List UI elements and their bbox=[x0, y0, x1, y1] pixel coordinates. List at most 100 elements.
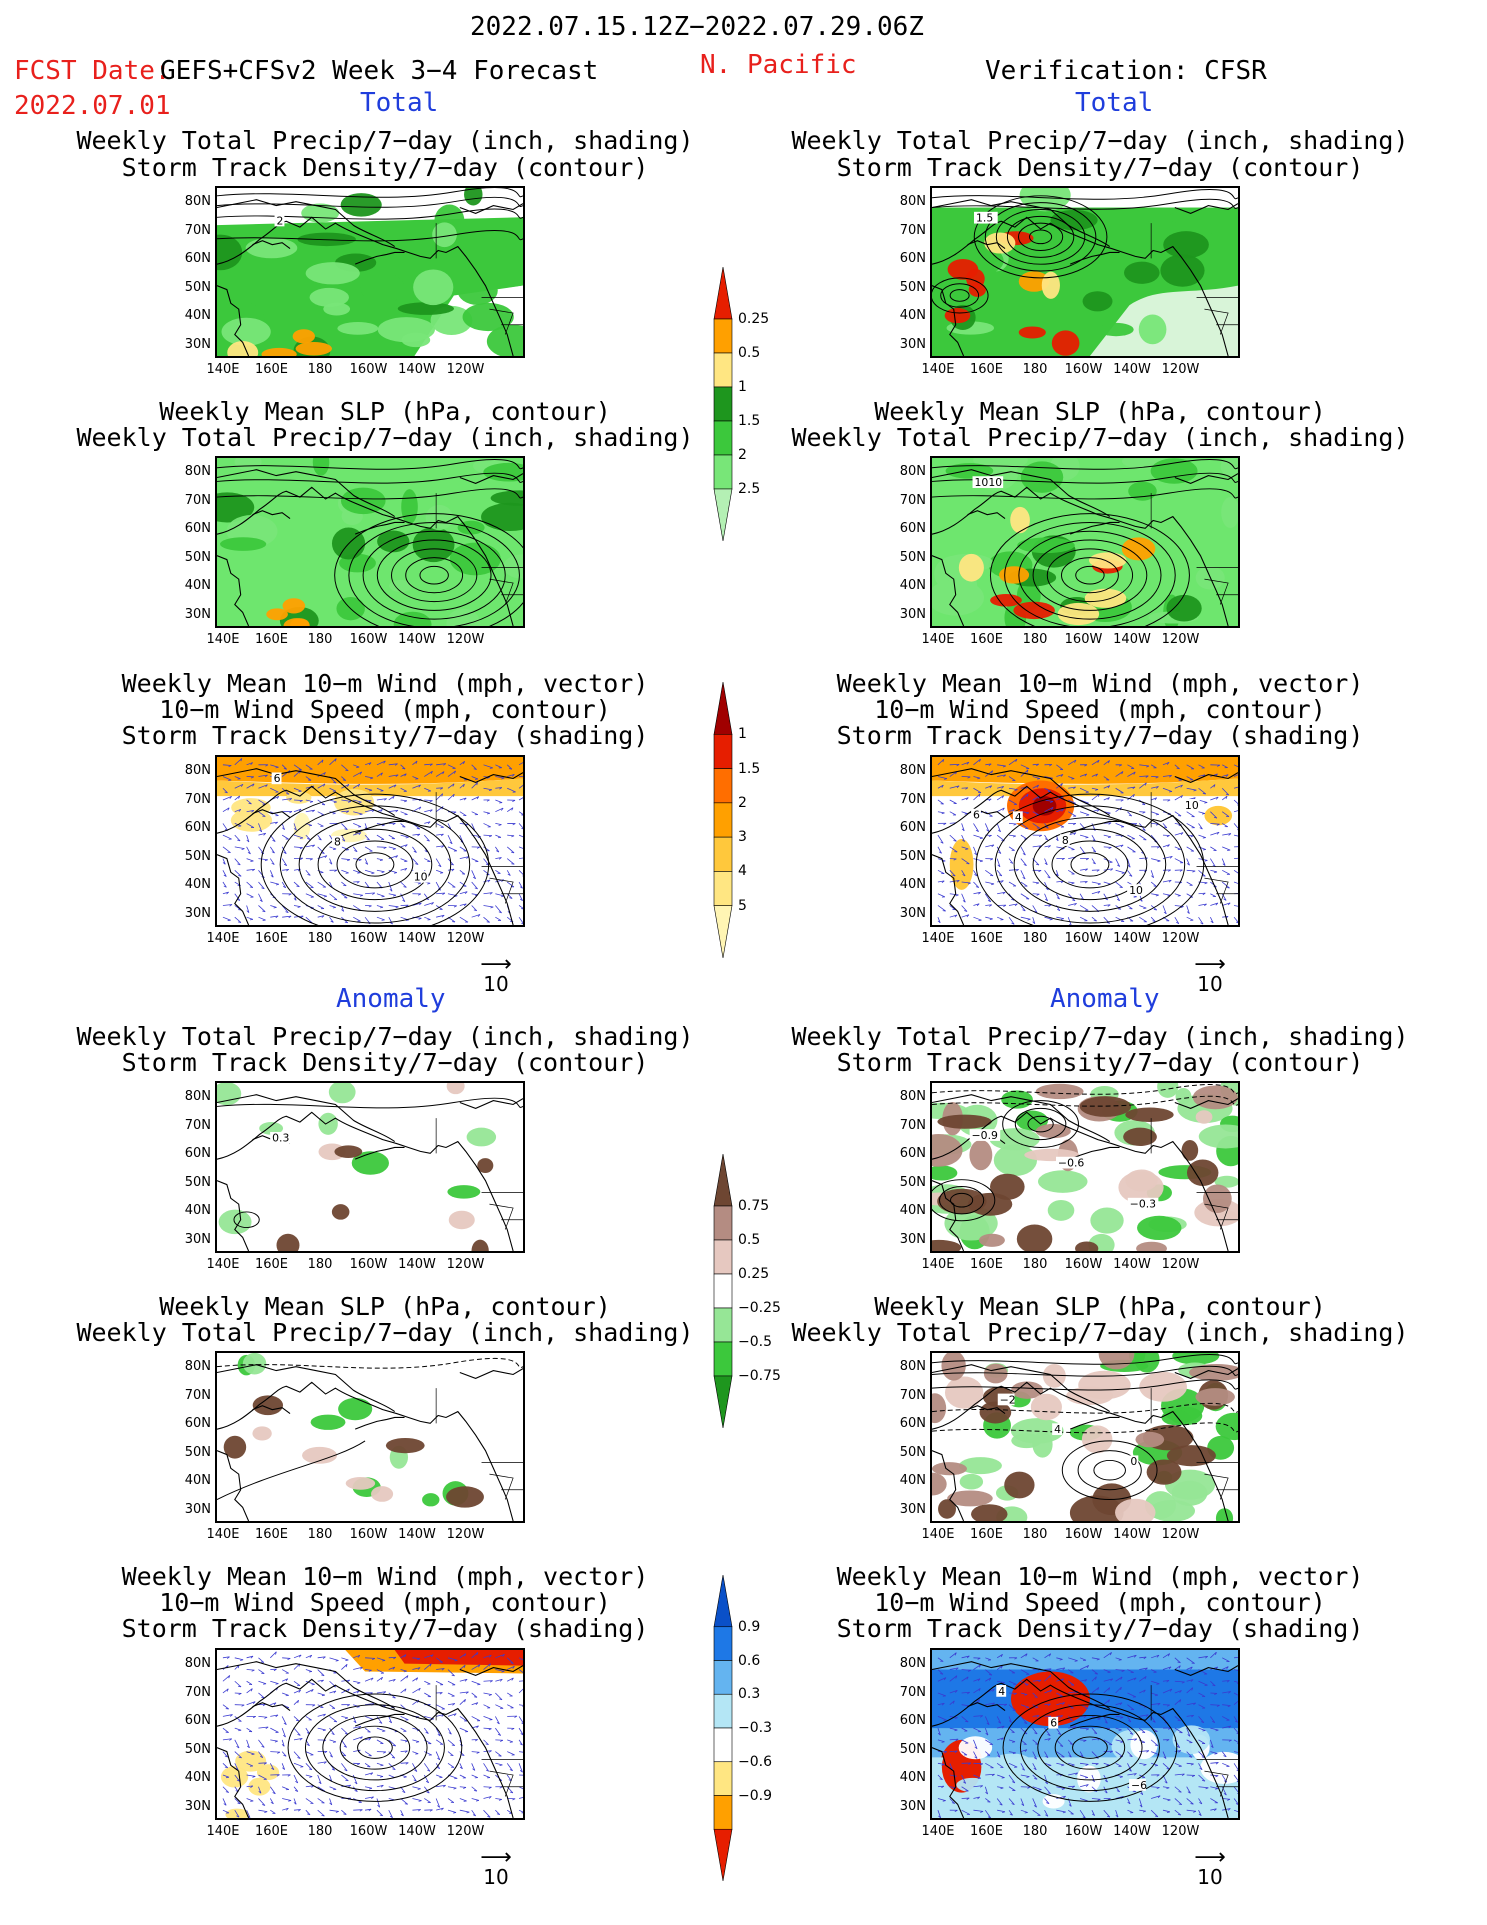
lon-tick-label: 160W bbox=[1064, 1257, 1103, 1272]
map-panel: 2 bbox=[215, 186, 525, 358]
lat-tick-label: 80N bbox=[899, 464, 926, 479]
panel-title: Storm Track Density/7−day (contour) bbox=[836, 1048, 1364, 1077]
lon-tick-label: 160E bbox=[254, 1824, 289, 1839]
vector-reference: ⟶ 10 bbox=[480, 952, 512, 997]
svg-text:−0.9: −0.9 bbox=[972, 1129, 998, 1142]
lon-tick-label: 120W bbox=[1161, 1257, 1200, 1272]
lon-tick-label: 160W bbox=[349, 1824, 388, 1839]
lat-tick-label: 70N bbox=[184, 791, 211, 807]
lon-tick-label: 120W bbox=[446, 362, 485, 377]
vector-reference: ⟶ 10 bbox=[1194, 1845, 1226, 1890]
panel-title: Storm Track Density/7−day (contour) bbox=[121, 153, 649, 182]
map-panel: 1.5 bbox=[930, 186, 1240, 358]
panel-title: Weekly Total Precip/7−day (inch, shading… bbox=[76, 1022, 694, 1051]
panel-title: Storm Track Density/7−day (shading) bbox=[836, 1614, 1364, 1643]
lat-tick-label: 40N bbox=[899, 308, 926, 323]
lon-tick-label: 140W bbox=[1113, 1257, 1151, 1272]
lon-tick-label: 120W bbox=[446, 931, 485, 946]
lat-tick-label: 70N bbox=[899, 1387, 926, 1403]
panel-title: Storm Track Density/7−day (contour) bbox=[836, 153, 1364, 182]
colorbar-label: 0.75 bbox=[738, 1198, 770, 1214]
lat-tick-label: 50N bbox=[184, 1444, 211, 1460]
lon-tick-label: 140W bbox=[1113, 362, 1151, 377]
lon-tick-label: 180 bbox=[307, 1257, 333, 1272]
lon-tick-label: 140W bbox=[398, 362, 436, 377]
colorbar-label: −0.75 bbox=[738, 1368, 781, 1384]
panel-title: Storm Track Density/7−day (contour) bbox=[121, 1048, 649, 1077]
colorbar-label: 1.5 bbox=[738, 413, 761, 429]
colorbar-label: 2.5 bbox=[738, 481, 761, 497]
lon-tick-label: 140W bbox=[398, 1257, 436, 1272]
lat-tick-label: 70N bbox=[899, 222, 926, 238]
lon-tick-label: 160E bbox=[969, 1527, 1004, 1542]
lat-tick-label: 30N bbox=[184, 905, 211, 921]
lon-tick-label: 180 bbox=[1022, 632, 1048, 647]
svg-text:−6: −6 bbox=[1131, 1779, 1147, 1792]
panel-title: Storm Track Density/7−day (shading) bbox=[836, 721, 1364, 750]
colorbar-precip-total bbox=[713, 266, 733, 542]
colorbar-label: 2 bbox=[738, 794, 747, 811]
lon-tick-label: 180 bbox=[1022, 1257, 1048, 1272]
lon-tick-label: 140E bbox=[206, 931, 240, 946]
lat-tick-label: 40N bbox=[184, 1473, 211, 1488]
colorbar-label: 0.3 bbox=[738, 1686, 761, 1703]
lon-tick-label: 140W bbox=[398, 1824, 436, 1839]
lon-tick-label: 140W bbox=[398, 1527, 436, 1542]
map-panel bbox=[215, 1648, 525, 1820]
lon-tick-label: 140E bbox=[206, 632, 240, 647]
lat-tick-label: 70N bbox=[184, 492, 211, 508]
lon-tick-label: 140E bbox=[921, 1527, 955, 1542]
lat-tick-label: 50N bbox=[899, 279, 926, 295]
colorbar-label: 0.5 bbox=[738, 345, 761, 361]
lat-tick-label: 60N bbox=[184, 1146, 211, 1161]
lon-tick-label: 160E bbox=[969, 632, 1004, 647]
map-panel: −2 4 0 bbox=[930, 1351, 1240, 1523]
lat-tick-label: 80N bbox=[899, 763, 926, 778]
svg-text:0.3: 0.3 bbox=[272, 1132, 289, 1145]
lat-tick-label: 40N bbox=[899, 1473, 926, 1488]
panel-title: Weekly Total Precip/7−day (inch, shading… bbox=[76, 423, 694, 452]
lat-tick-label: 70N bbox=[899, 1117, 926, 1133]
panel-title: Weekly Total Precip/7−day (inch, shading… bbox=[76, 126, 694, 155]
lat-tick-label: 50N bbox=[899, 1174, 926, 1190]
lon-tick-label: 160W bbox=[1064, 632, 1103, 647]
lon-tick-label: 160W bbox=[1064, 1527, 1103, 1542]
lon-tick-label: 160E bbox=[254, 632, 289, 647]
lon-tick-label: 160W bbox=[1064, 1824, 1103, 1839]
lat-tick-label: 50N bbox=[184, 549, 211, 565]
svg-text:−0.6: −0.6 bbox=[1058, 1157, 1084, 1170]
lat-tick-label: 60N bbox=[184, 1416, 211, 1431]
lat-tick-label: 30N bbox=[899, 336, 926, 352]
lat-tick-label: 50N bbox=[184, 1741, 211, 1757]
lon-tick-label: 160W bbox=[349, 1527, 388, 1542]
lat-tick-label: 60N bbox=[899, 521, 926, 536]
lat-tick-label: 80N bbox=[184, 464, 211, 479]
lat-tick-label: 50N bbox=[899, 549, 926, 565]
colorbar-precip-anomaly bbox=[713, 1153, 733, 1429]
lon-tick-label: 160E bbox=[969, 1824, 1004, 1839]
lat-tick-label: 40N bbox=[899, 1770, 926, 1785]
lon-tick-label: 160W bbox=[1064, 931, 1103, 946]
svg-text:10: 10 bbox=[1129, 884, 1143, 897]
lon-tick-label: 160W bbox=[349, 362, 388, 377]
lon-tick-label: 120W bbox=[446, 1257, 485, 1272]
lon-tick-label: 160E bbox=[969, 931, 1004, 946]
colorbar-label: 1.5 bbox=[738, 760, 761, 777]
lat-tick-label: 80N bbox=[899, 194, 926, 209]
lat-tick-label: 30N bbox=[184, 1798, 211, 1814]
colorbar-label: 1 bbox=[738, 379, 747, 395]
lat-tick-label: 80N bbox=[184, 1359, 211, 1374]
lon-tick-label: 180 bbox=[307, 362, 333, 377]
colorbar-label: −0.25 bbox=[738, 1300, 781, 1316]
lat-tick-label: 40N bbox=[184, 1203, 211, 1218]
lat-tick-label: 50N bbox=[899, 848, 926, 864]
lon-tick-label: 140E bbox=[206, 1257, 240, 1272]
colorbar-label: 1 bbox=[738, 726, 747, 743]
lon-tick-label: 120W bbox=[446, 1824, 485, 1839]
lat-tick-label: 40N bbox=[899, 1203, 926, 1218]
panel-title: Weekly Mean SLP (hPa, contour) bbox=[874, 1292, 1326, 1321]
vector-reference: ⟶ 10 bbox=[480, 1845, 512, 1890]
lat-tick-label: 50N bbox=[899, 1444, 926, 1460]
panel-title: Weekly Mean 10−m Wind (mph, vector) bbox=[836, 669, 1364, 698]
panel-title: Weekly Total Precip/7−day (inch, shading… bbox=[791, 423, 1409, 452]
